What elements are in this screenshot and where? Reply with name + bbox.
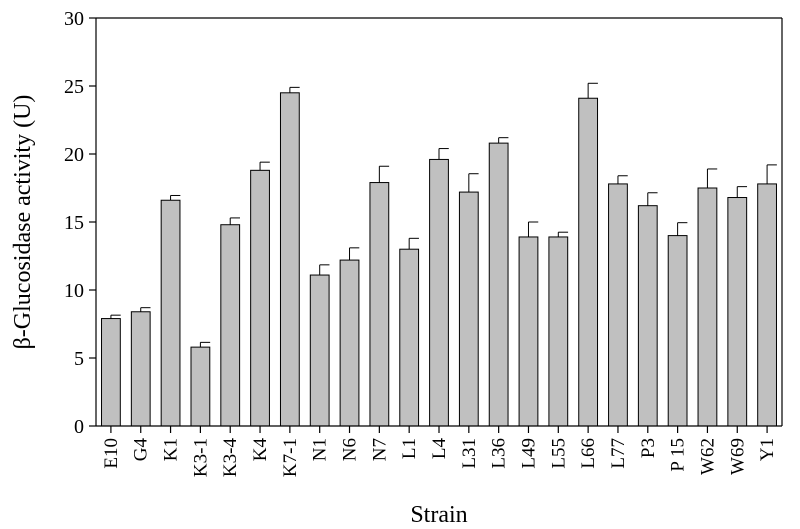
bar xyxy=(339,259,360,427)
bar xyxy=(250,169,270,427)
y-tick-label: 25 xyxy=(64,76,84,98)
bar xyxy=(279,92,300,427)
bar xyxy=(727,197,748,427)
x-tick-label: W62 xyxy=(697,438,718,475)
x-tick-label: K3-1 xyxy=(190,438,211,477)
bar xyxy=(309,274,330,427)
bar xyxy=(488,142,509,427)
y-tick-label: 0 xyxy=(74,416,84,438)
y-tick-label: 15 xyxy=(64,212,84,234)
bar xyxy=(160,199,181,427)
x-tick-label: N6 xyxy=(340,438,361,461)
y-tick-label: 20 xyxy=(64,144,84,166)
bar xyxy=(399,248,420,427)
x-tick-label: L1 xyxy=(399,438,420,459)
y-ticks: 0 5 10 15 20 25 30 xyxy=(64,8,96,438)
x-tick-label: L36 xyxy=(489,438,510,469)
x-tick-label: P3 xyxy=(638,438,659,458)
y-axis-title: β-Glucosidase activity (U) xyxy=(10,95,36,350)
x-tick-label: K4 xyxy=(250,438,271,462)
bar xyxy=(458,191,479,427)
bar xyxy=(697,187,718,427)
x-tick-label: P 15 xyxy=(668,438,689,472)
bar xyxy=(190,346,211,427)
bar xyxy=(369,182,390,427)
bar xyxy=(757,183,777,427)
x-tick-label: N1 xyxy=(310,438,331,461)
bar xyxy=(667,235,688,427)
x-tick-label: W69 xyxy=(727,438,748,475)
x-tick-label: L55 xyxy=(548,438,569,469)
x-tick-label: L4 xyxy=(429,438,450,460)
x-tick-label: K7-1 xyxy=(280,438,301,477)
y-tick-label: 10 xyxy=(64,280,84,302)
bar xyxy=(637,205,658,427)
x-tick-label: L66 xyxy=(578,438,599,469)
bar xyxy=(130,311,151,427)
x-tick-label: Y1 xyxy=(757,438,778,461)
x-tick-label: K1 xyxy=(161,438,182,461)
bar xyxy=(101,318,121,427)
bars-layer xyxy=(101,92,777,427)
x-tick-label: E10 xyxy=(101,438,122,469)
bar xyxy=(518,236,539,427)
x-tick-label: K3-4 xyxy=(220,438,241,478)
x-ticks: E10 G4 K1 K3-1 K3-4 K4 K7-1 N1 N6 N7 L1 L4 L31 L36 L49… xyxy=(101,426,778,477)
bar xyxy=(548,236,569,427)
x-tick-label: L31 xyxy=(459,438,480,469)
x-tick-label: L77 xyxy=(608,438,629,469)
bar xyxy=(220,224,241,427)
bar xyxy=(578,97,599,427)
x-tick-label: L49 xyxy=(518,438,539,469)
y-tick-label: 5 xyxy=(74,348,84,370)
x-tick-label: N7 xyxy=(369,438,390,461)
x-tick-label: G4 xyxy=(131,438,152,462)
x-axis-title: Strain xyxy=(410,502,467,528)
y-tick-label: 30 xyxy=(64,8,84,30)
bar xyxy=(429,158,449,427)
error-bars-layer xyxy=(110,82,777,348)
bar xyxy=(608,183,628,427)
